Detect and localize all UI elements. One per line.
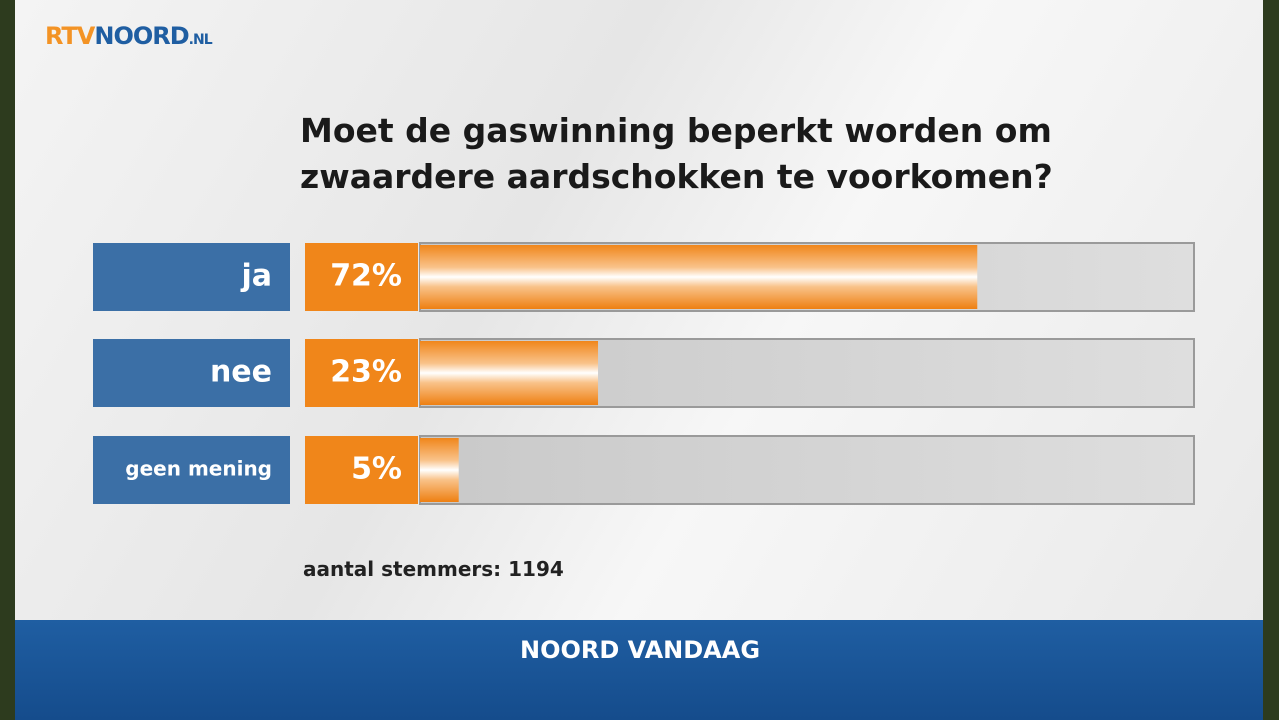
value-box bbox=[305, 339, 418, 407]
value-box bbox=[305, 436, 418, 504]
footer-logo: NOORD VANDAAG bbox=[520, 636, 760, 664]
value-label: 72% bbox=[330, 259, 402, 294]
logo: RTVNOORD.NL bbox=[45, 22, 213, 50]
value-label: 23% bbox=[330, 355, 402, 390]
chart-title: Moet de gaswinning beperkt worden om zwa… bbox=[300, 111, 1053, 196]
footer bbox=[15, 620, 1263, 720]
bar bbox=[420, 245, 978, 309]
value-box bbox=[305, 243, 418, 311]
label-box bbox=[93, 339, 290, 407]
bar bbox=[420, 341, 599, 405]
logo-part: NOORD bbox=[94, 22, 189, 50]
label-box bbox=[93, 243, 290, 311]
value-label: 5% bbox=[351, 452, 402, 487]
category-label: geen mening bbox=[125, 457, 272, 481]
category-label: nee bbox=[210, 355, 272, 390]
label-box bbox=[93, 436, 290, 504]
logo-part: NOORD bbox=[520, 636, 620, 664]
bar bbox=[420, 438, 459, 502]
note: aantal stemmers: 1194 bbox=[303, 557, 564, 581]
logo-part: .NL bbox=[188, 32, 213, 48]
logo-part: VANDAAG bbox=[627, 636, 761, 664]
category-label: ja bbox=[240, 259, 272, 294]
logo-part: RTV bbox=[45, 22, 95, 50]
track bbox=[419, 435, 1195, 505]
